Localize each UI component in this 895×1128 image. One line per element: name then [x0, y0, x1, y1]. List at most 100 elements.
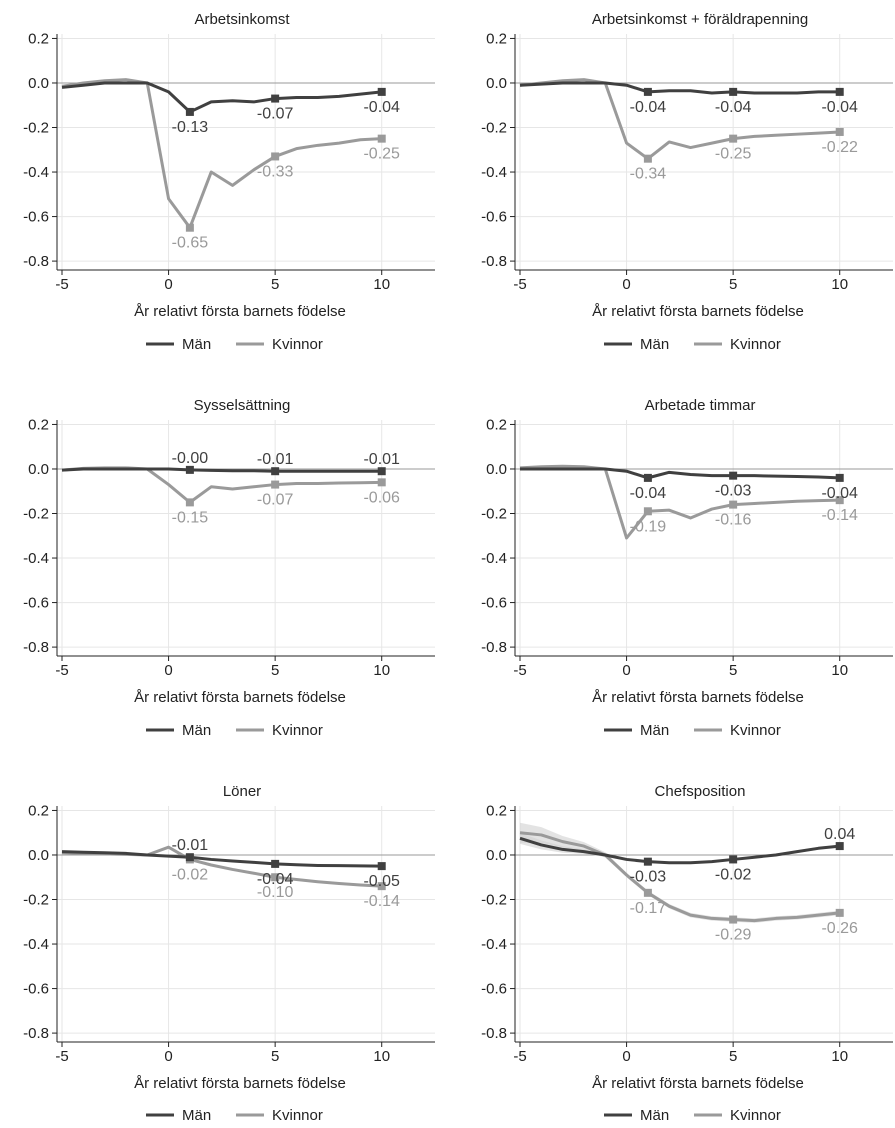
- x-tick-label: 0: [622, 276, 630, 293]
- x-tick-label: 5: [271, 1048, 279, 1065]
- x-tick-label: -5: [55, 662, 68, 679]
- y-tick-label: -0.8: [481, 1025, 507, 1042]
- data-point-marker: [271, 873, 280, 882]
- x-tick-label: 10: [831, 1048, 848, 1065]
- data-label: -0.04: [630, 485, 667, 502]
- x-axis-label: År relativt första barnets födelse: [134, 303, 346, 320]
- data-label: -0.22: [821, 139, 858, 156]
- x-tick-label: -5: [513, 1048, 526, 1065]
- x-axis-label: År relativt första barnets födelse: [592, 1075, 804, 1092]
- chart-title: Löner: [223, 783, 261, 800]
- x-tick-label: 0: [622, 662, 630, 679]
- data-point-marker: [835, 842, 844, 851]
- data-label: -0.01: [257, 451, 294, 468]
- y-tick-label: -0.6: [481, 981, 507, 998]
- chart-title: Sysselsättning: [194, 397, 291, 414]
- y-tick-label: -0.6: [23, 209, 49, 226]
- data-point-marker: [271, 480, 280, 489]
- data-label: -0.17: [630, 900, 667, 917]
- y-tick-label: -0.6: [23, 595, 49, 612]
- y-tick-label: 0.0: [28, 847, 49, 864]
- data-label: -0.14: [821, 507, 858, 524]
- data-label: -0.19: [630, 518, 667, 535]
- data-point-marker: [377, 862, 386, 871]
- data-point-marker: [185, 498, 194, 507]
- y-tick-label: -0.4: [23, 936, 49, 953]
- data-point-marker: [835, 496, 844, 505]
- chart-panel-1: Arbetsinkomst 0.2 0.0 -0.2 -0.4 -0.6 -0.8 -5 0 5 1…: [23, 11, 435, 353]
- y-tick-label: 0.0: [28, 75, 49, 92]
- chart-panel-5: Löner 0.2 0.0 -0.2 -0.4 -0.6 -0.8 -5 0 5 10 År rela…: [23, 783, 435, 1124]
- y-tick-label: 0.0: [486, 75, 507, 92]
- y-tick-label: -0.4: [481, 164, 507, 181]
- data-point-marker: [729, 915, 738, 924]
- x-tick-label: 10: [373, 662, 390, 679]
- y-tick-label: -0.8: [23, 253, 49, 270]
- y-tick-label: 0.2: [28, 30, 49, 47]
- chart-panel-6: Chefsposition 0.2 0.0 -0.2 -0.4 -0.6 -0.8 -5 0 5 1…: [481, 783, 893, 1124]
- legend-label-man: Män: [182, 1107, 211, 1124]
- data-point-marker: [835, 87, 844, 96]
- data-point-marker: [185, 107, 194, 116]
- data-label: -0.04: [715, 99, 752, 116]
- data-label: -0.34: [630, 166, 667, 183]
- data-point-marker: [643, 507, 652, 516]
- data-point-marker: [185, 223, 194, 232]
- x-tick-label: 0: [164, 276, 172, 293]
- data-label: -0.14: [363, 893, 400, 910]
- data-point-marker: [377, 134, 386, 143]
- y-tick-label: -0.2: [481, 892, 507, 909]
- data-point-marker: [729, 500, 738, 509]
- data-label: -0.10: [257, 884, 294, 901]
- legend-label-man: Män: [182, 336, 211, 353]
- legend-label-kvinnor: Kvinnor: [272, 1107, 323, 1124]
- y-tick-label: -0.6: [481, 209, 507, 226]
- data-label: -0.04: [630, 99, 667, 116]
- x-tick-label: 0: [164, 662, 172, 679]
- y-tick-label: 0.0: [28, 461, 49, 478]
- y-tick-label: -0.4: [23, 164, 49, 181]
- x-tick-label: 10: [831, 662, 848, 679]
- series-line-man: [519, 836, 840, 865]
- series-line-man: [519, 81, 840, 95]
- chart-panel-4: Arbetade timmar 0.2 0.0 -0.2 -0.4 -0.6 -0.8 -5 0…: [481, 397, 893, 739]
- data-label: -0.04: [821, 99, 858, 116]
- data-point-marker: [643, 87, 652, 96]
- y-tick-label: -0.8: [23, 639, 49, 656]
- data-label: -0.01: [172, 837, 209, 854]
- legend-label-kvinnor: Kvinnor: [272, 336, 323, 353]
- legend-label-kvinnor: Kvinnor: [730, 1107, 781, 1124]
- legend-label-kvinnor: Kvinnor: [730, 336, 781, 353]
- data-label: -0.07: [257, 106, 294, 123]
- y-tick-label: 0.2: [486, 802, 507, 819]
- chart-title: Chefsposition: [655, 783, 746, 800]
- y-tick-label: 0.2: [28, 802, 49, 819]
- data-label: -0.65: [172, 235, 209, 252]
- data-point-marker: [377, 467, 386, 476]
- data-point-marker: [377, 87, 386, 96]
- y-tick-label: -0.2: [481, 120, 507, 137]
- data-label: -0.02: [172, 866, 209, 883]
- chart-title: Arbetade timmar: [645, 397, 756, 414]
- series-line-kvinnor: [61, 466, 382, 504]
- data-label: -0.07: [257, 492, 294, 509]
- y-tick-label: -0.8: [481, 253, 507, 270]
- y-tick-label: -0.2: [481, 506, 507, 523]
- y-tick-label: -0.4: [481, 550, 507, 567]
- data-label: -0.25: [715, 146, 752, 163]
- x-tick-label: -5: [513, 276, 526, 293]
- data-label: -0.16: [715, 512, 752, 529]
- series-line-kvinnor: [61, 78, 382, 230]
- x-tick-label: 0: [164, 1048, 172, 1065]
- data-point-marker: [835, 473, 844, 482]
- x-tick-label: -5: [55, 1048, 68, 1065]
- legend-label-man: Män: [640, 722, 669, 739]
- data-label: -0.05: [363, 873, 400, 890]
- data-point-marker: [271, 94, 280, 103]
- legend-label-kvinnor: Kvinnor: [730, 722, 781, 739]
- data-label: -0.15: [172, 509, 209, 526]
- y-tick-label: -0.4: [481, 936, 507, 953]
- y-tick-label: -0.4: [23, 550, 49, 567]
- y-tick-label: -0.8: [481, 639, 507, 656]
